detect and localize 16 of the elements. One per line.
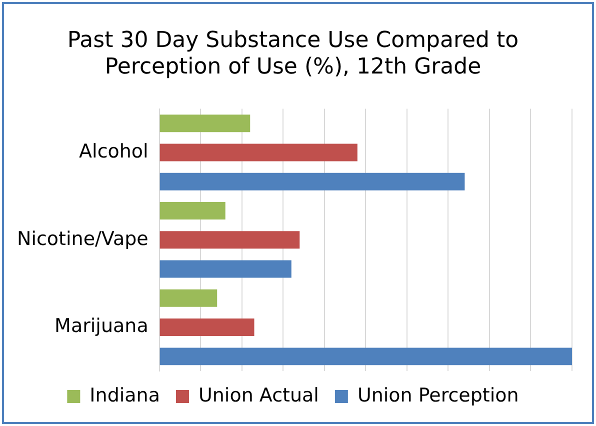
chart-title: Past 30 Day Substance Use Compared to Perception of Use (%), 12th Grade xyxy=(67,28,519,80)
bar xyxy=(160,114,250,132)
y-tick-label: Alcohol xyxy=(79,140,148,162)
legend-label: Indiana xyxy=(90,384,160,406)
bar xyxy=(160,348,572,366)
bar xyxy=(160,202,226,220)
y-tick-label: Nicotine/Vape xyxy=(16,228,148,250)
bar xyxy=(160,318,254,336)
bar xyxy=(160,172,465,190)
legend-label: Union Actual xyxy=(198,384,319,406)
legend-label: Union Perception xyxy=(357,384,519,406)
bar xyxy=(160,144,358,162)
bar xyxy=(160,260,292,278)
bar xyxy=(160,231,300,249)
bar xyxy=(160,289,218,307)
y-tick-label: Marijuana xyxy=(54,315,148,338)
